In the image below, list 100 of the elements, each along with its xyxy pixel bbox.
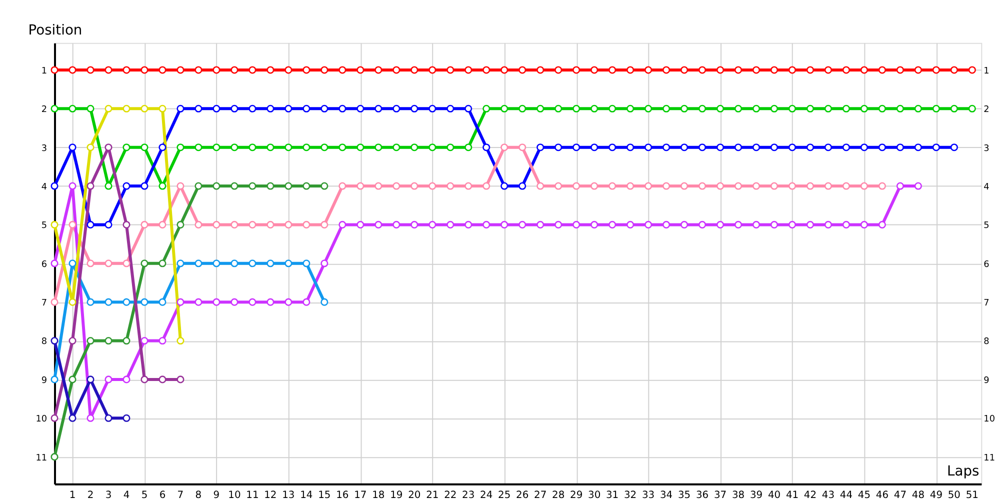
point xyxy=(230,144,238,152)
point xyxy=(122,376,130,384)
point xyxy=(806,220,814,228)
point xyxy=(860,104,868,112)
point xyxy=(122,182,130,190)
point xyxy=(284,220,292,228)
point xyxy=(122,260,130,268)
point xyxy=(464,220,472,228)
point xyxy=(824,66,832,74)
point xyxy=(140,376,148,384)
point xyxy=(176,298,184,306)
point xyxy=(50,66,58,74)
point xyxy=(554,66,562,74)
point xyxy=(86,337,94,345)
x-tick-label: 39 xyxy=(750,490,763,500)
point xyxy=(662,144,670,152)
point xyxy=(68,220,76,228)
x-tick-label: 44 xyxy=(840,490,853,500)
point xyxy=(266,260,274,268)
point xyxy=(320,144,328,152)
point xyxy=(122,144,130,152)
point xyxy=(302,144,310,152)
y2-tick-label: 6 xyxy=(984,260,990,270)
point xyxy=(50,453,58,461)
point xyxy=(752,144,760,152)
point xyxy=(68,298,76,306)
y2-tick-label: 11 xyxy=(984,453,995,464)
point xyxy=(608,182,616,190)
point xyxy=(770,220,778,228)
point xyxy=(212,220,220,228)
point xyxy=(482,144,490,152)
point xyxy=(68,414,76,422)
x-tick-label: 10 xyxy=(228,490,241,500)
point xyxy=(554,104,562,112)
point xyxy=(212,66,220,74)
point xyxy=(338,182,346,190)
point xyxy=(968,104,976,112)
x-tick-label: 29 xyxy=(570,490,583,500)
point xyxy=(392,144,400,152)
x-tick-label: 3 xyxy=(105,490,112,500)
point xyxy=(410,182,418,190)
point xyxy=(590,104,598,112)
point xyxy=(500,144,508,152)
point xyxy=(158,144,166,152)
point xyxy=(320,66,328,74)
point xyxy=(788,104,796,112)
point xyxy=(86,182,94,190)
point xyxy=(158,376,166,384)
point xyxy=(662,182,670,190)
point xyxy=(500,220,508,228)
point xyxy=(302,182,310,190)
point xyxy=(356,144,364,152)
point xyxy=(590,144,598,152)
point xyxy=(698,220,706,228)
x-axis-title: Laps xyxy=(946,463,980,480)
point xyxy=(356,104,364,112)
point xyxy=(860,182,868,190)
point xyxy=(140,220,148,228)
point xyxy=(104,104,112,112)
point xyxy=(266,66,274,74)
x-tick-label: 25 xyxy=(498,490,511,500)
point xyxy=(194,298,202,306)
point xyxy=(104,376,112,384)
point xyxy=(392,66,400,74)
point xyxy=(338,104,346,112)
point xyxy=(122,337,130,345)
point xyxy=(248,104,256,112)
x-tick-label: 45 xyxy=(858,490,871,500)
x-tick-label: 15 xyxy=(318,490,331,500)
y2-tick-label: 10 xyxy=(984,414,996,425)
point xyxy=(158,104,166,112)
x-tick-label: 38 xyxy=(732,490,745,500)
point xyxy=(86,376,94,384)
point xyxy=(248,66,256,74)
x-tick-label: 28 xyxy=(552,490,565,500)
point xyxy=(932,144,940,152)
point xyxy=(212,144,220,152)
point xyxy=(698,104,706,112)
point xyxy=(536,66,544,74)
x-tick-label: 20 xyxy=(408,490,421,500)
point xyxy=(320,298,328,306)
point xyxy=(158,298,166,306)
point xyxy=(464,182,472,190)
point xyxy=(518,144,526,152)
point xyxy=(158,182,166,190)
point xyxy=(878,104,886,112)
x-tick-label: 49 xyxy=(930,490,942,500)
point xyxy=(644,182,652,190)
x-tick-label: 21 xyxy=(426,490,439,500)
point xyxy=(86,104,94,112)
y-tick-label: 10 xyxy=(36,414,48,425)
point xyxy=(860,66,868,74)
x-tick-label: 51 xyxy=(966,490,978,500)
point xyxy=(122,298,130,306)
point xyxy=(734,144,742,152)
point xyxy=(122,414,130,422)
point xyxy=(104,337,112,345)
point xyxy=(680,182,688,190)
point xyxy=(392,182,400,190)
point xyxy=(482,66,490,74)
